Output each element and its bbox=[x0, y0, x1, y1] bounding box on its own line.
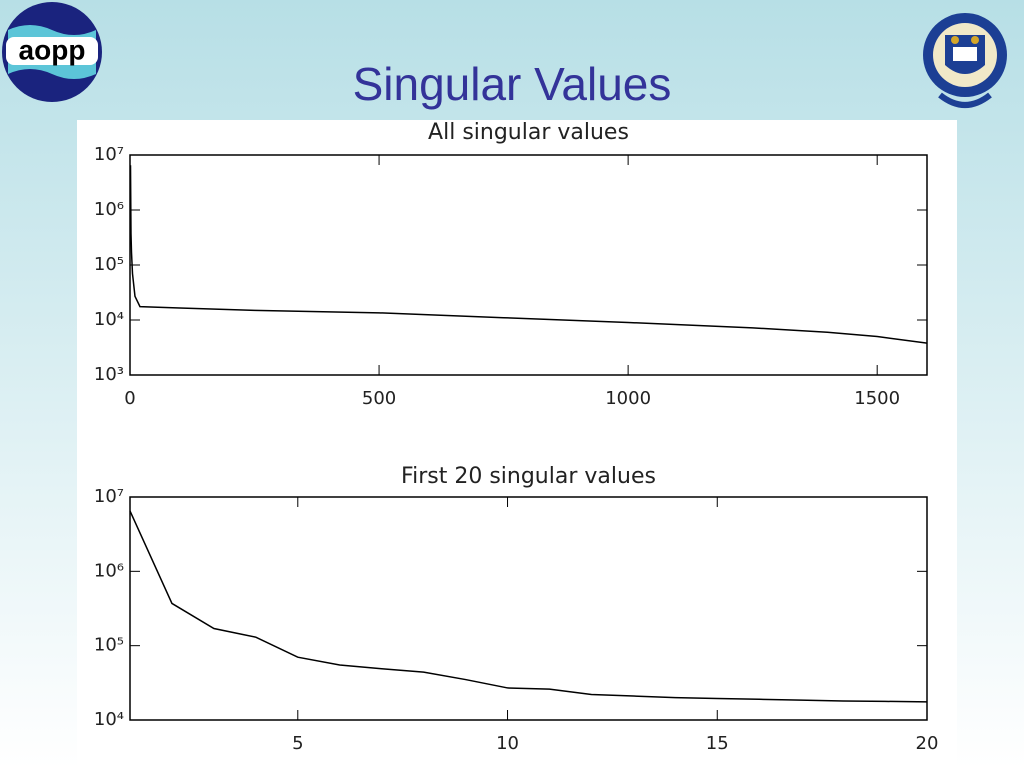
y-tick-label: 10⁵ bbox=[94, 635, 124, 656]
data-line bbox=[129, 510, 928, 703]
y-tick-label: 10⁴ bbox=[94, 709, 124, 730]
chart-panel bbox=[77, 120, 957, 768]
x-tick-label: 1000 bbox=[605, 388, 651, 409]
y-tick-label: 10⁷ bbox=[94, 486, 124, 507]
plot-frame bbox=[129, 496, 928, 721]
x-tick-label: 500 bbox=[362, 388, 396, 409]
x-tick-label: 10 bbox=[496, 733, 519, 754]
y-tick-label: 10⁶ bbox=[94, 560, 124, 581]
x-tick-label: 20 bbox=[916, 733, 939, 754]
x-tick-label: 0 bbox=[124, 388, 135, 409]
logo-text: aopp bbox=[19, 34, 86, 65]
y-tick-label: 10⁷ bbox=[94, 144, 124, 165]
slide-title: Singular Values bbox=[353, 58, 672, 110]
aopp-logo: aopp bbox=[2, 2, 102, 102]
data-line bbox=[129, 165, 928, 344]
chart-title: First 20 singular values bbox=[401, 464, 656, 489]
oxford-logo bbox=[923, 13, 1007, 108]
x-tick-label: 5 bbox=[292, 733, 303, 754]
y-tick-label: 10⁴ bbox=[94, 309, 124, 330]
x-tick-label: 1500 bbox=[854, 388, 900, 409]
chart-title: All singular values bbox=[428, 120, 629, 145]
x-tick-label: 15 bbox=[706, 733, 729, 754]
y-tick-label: 10³ bbox=[94, 364, 124, 385]
y-tick-label: 10⁵ bbox=[94, 254, 124, 275]
y-tick-label: 10⁶ bbox=[94, 199, 124, 220]
